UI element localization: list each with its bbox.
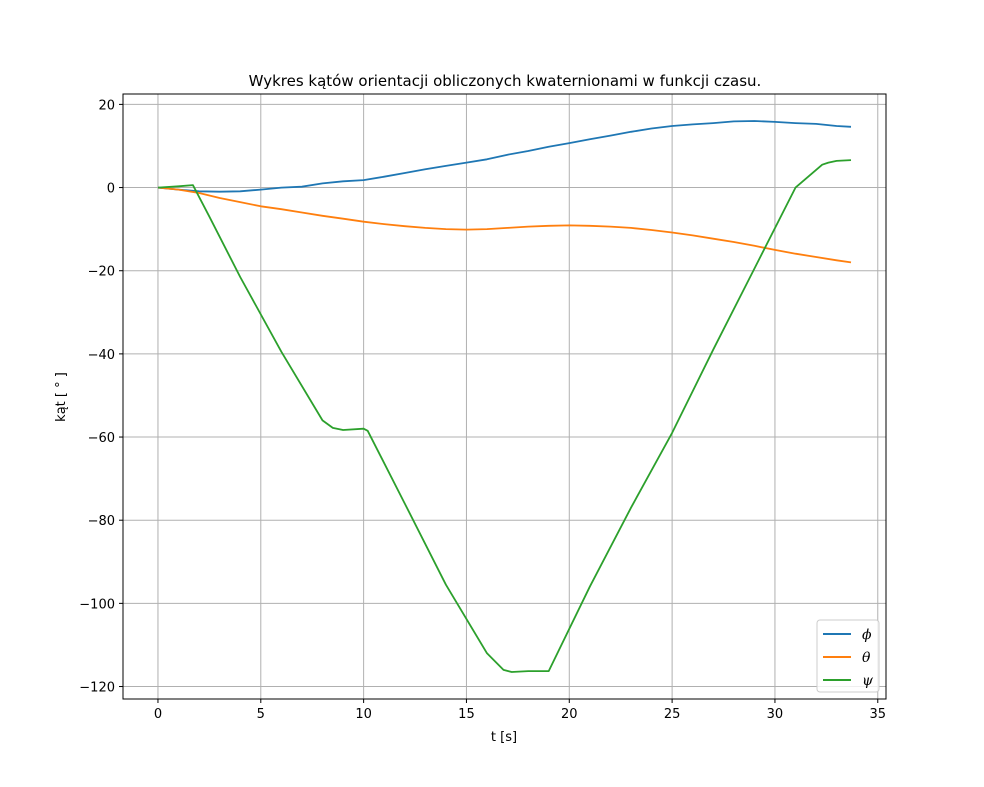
y-tick-label: −60	[88, 431, 115, 446]
x-tick-label: 20	[561, 707, 578, 722]
series-line-theta	[157, 186, 852, 264]
y-tick-label: −40	[88, 348, 115, 363]
grid-layer	[123, 94, 886, 699]
y-tick-label: 0	[107, 182, 115, 197]
y-tick-label: −120	[79, 681, 115, 696]
y-tick-label: −20	[88, 265, 115, 280]
x-tick-label: 15	[458, 707, 475, 722]
plot-frame	[122, 93, 887, 700]
series-layer	[157, 120, 852, 673]
x-tick-label: 0	[154, 707, 162, 722]
x-tick-label: 5	[257, 707, 265, 722]
legend-label-theta: θ	[862, 650, 871, 666]
legend-label-phi: ϕ	[862, 627, 872, 643]
x-tick-label: 30	[767, 707, 784, 722]
x-tick-label: 35	[870, 707, 887, 722]
x-tick-label: 25	[664, 707, 681, 722]
legend-items: ϕθψ	[823, 627, 874, 689]
tick-layer: 0 5 10 15 20 25 30 35 20 0 −20 −40 −60 −80 −100 −120	[79, 98, 886, 722]
legend: ϕθψ	[816, 619, 880, 693]
x-axis-label: t [s]	[491, 730, 517, 745]
chart-title: Wykres kątów orientacji obliczonych kwat…	[249, 72, 762, 90]
y-tick-label: −100	[79, 597, 115, 612]
y-axis-label: kąt [ ° ]	[54, 372, 69, 422]
x-tick-label: 10	[355, 707, 372, 722]
legend-label-psi: ψ	[862, 673, 874, 689]
series-line-psi	[157, 159, 852, 673]
y-tick-label: 20	[98, 98, 115, 113]
series-line-phi	[157, 120, 852, 193]
y-tick-label: −80	[88, 514, 115, 529]
